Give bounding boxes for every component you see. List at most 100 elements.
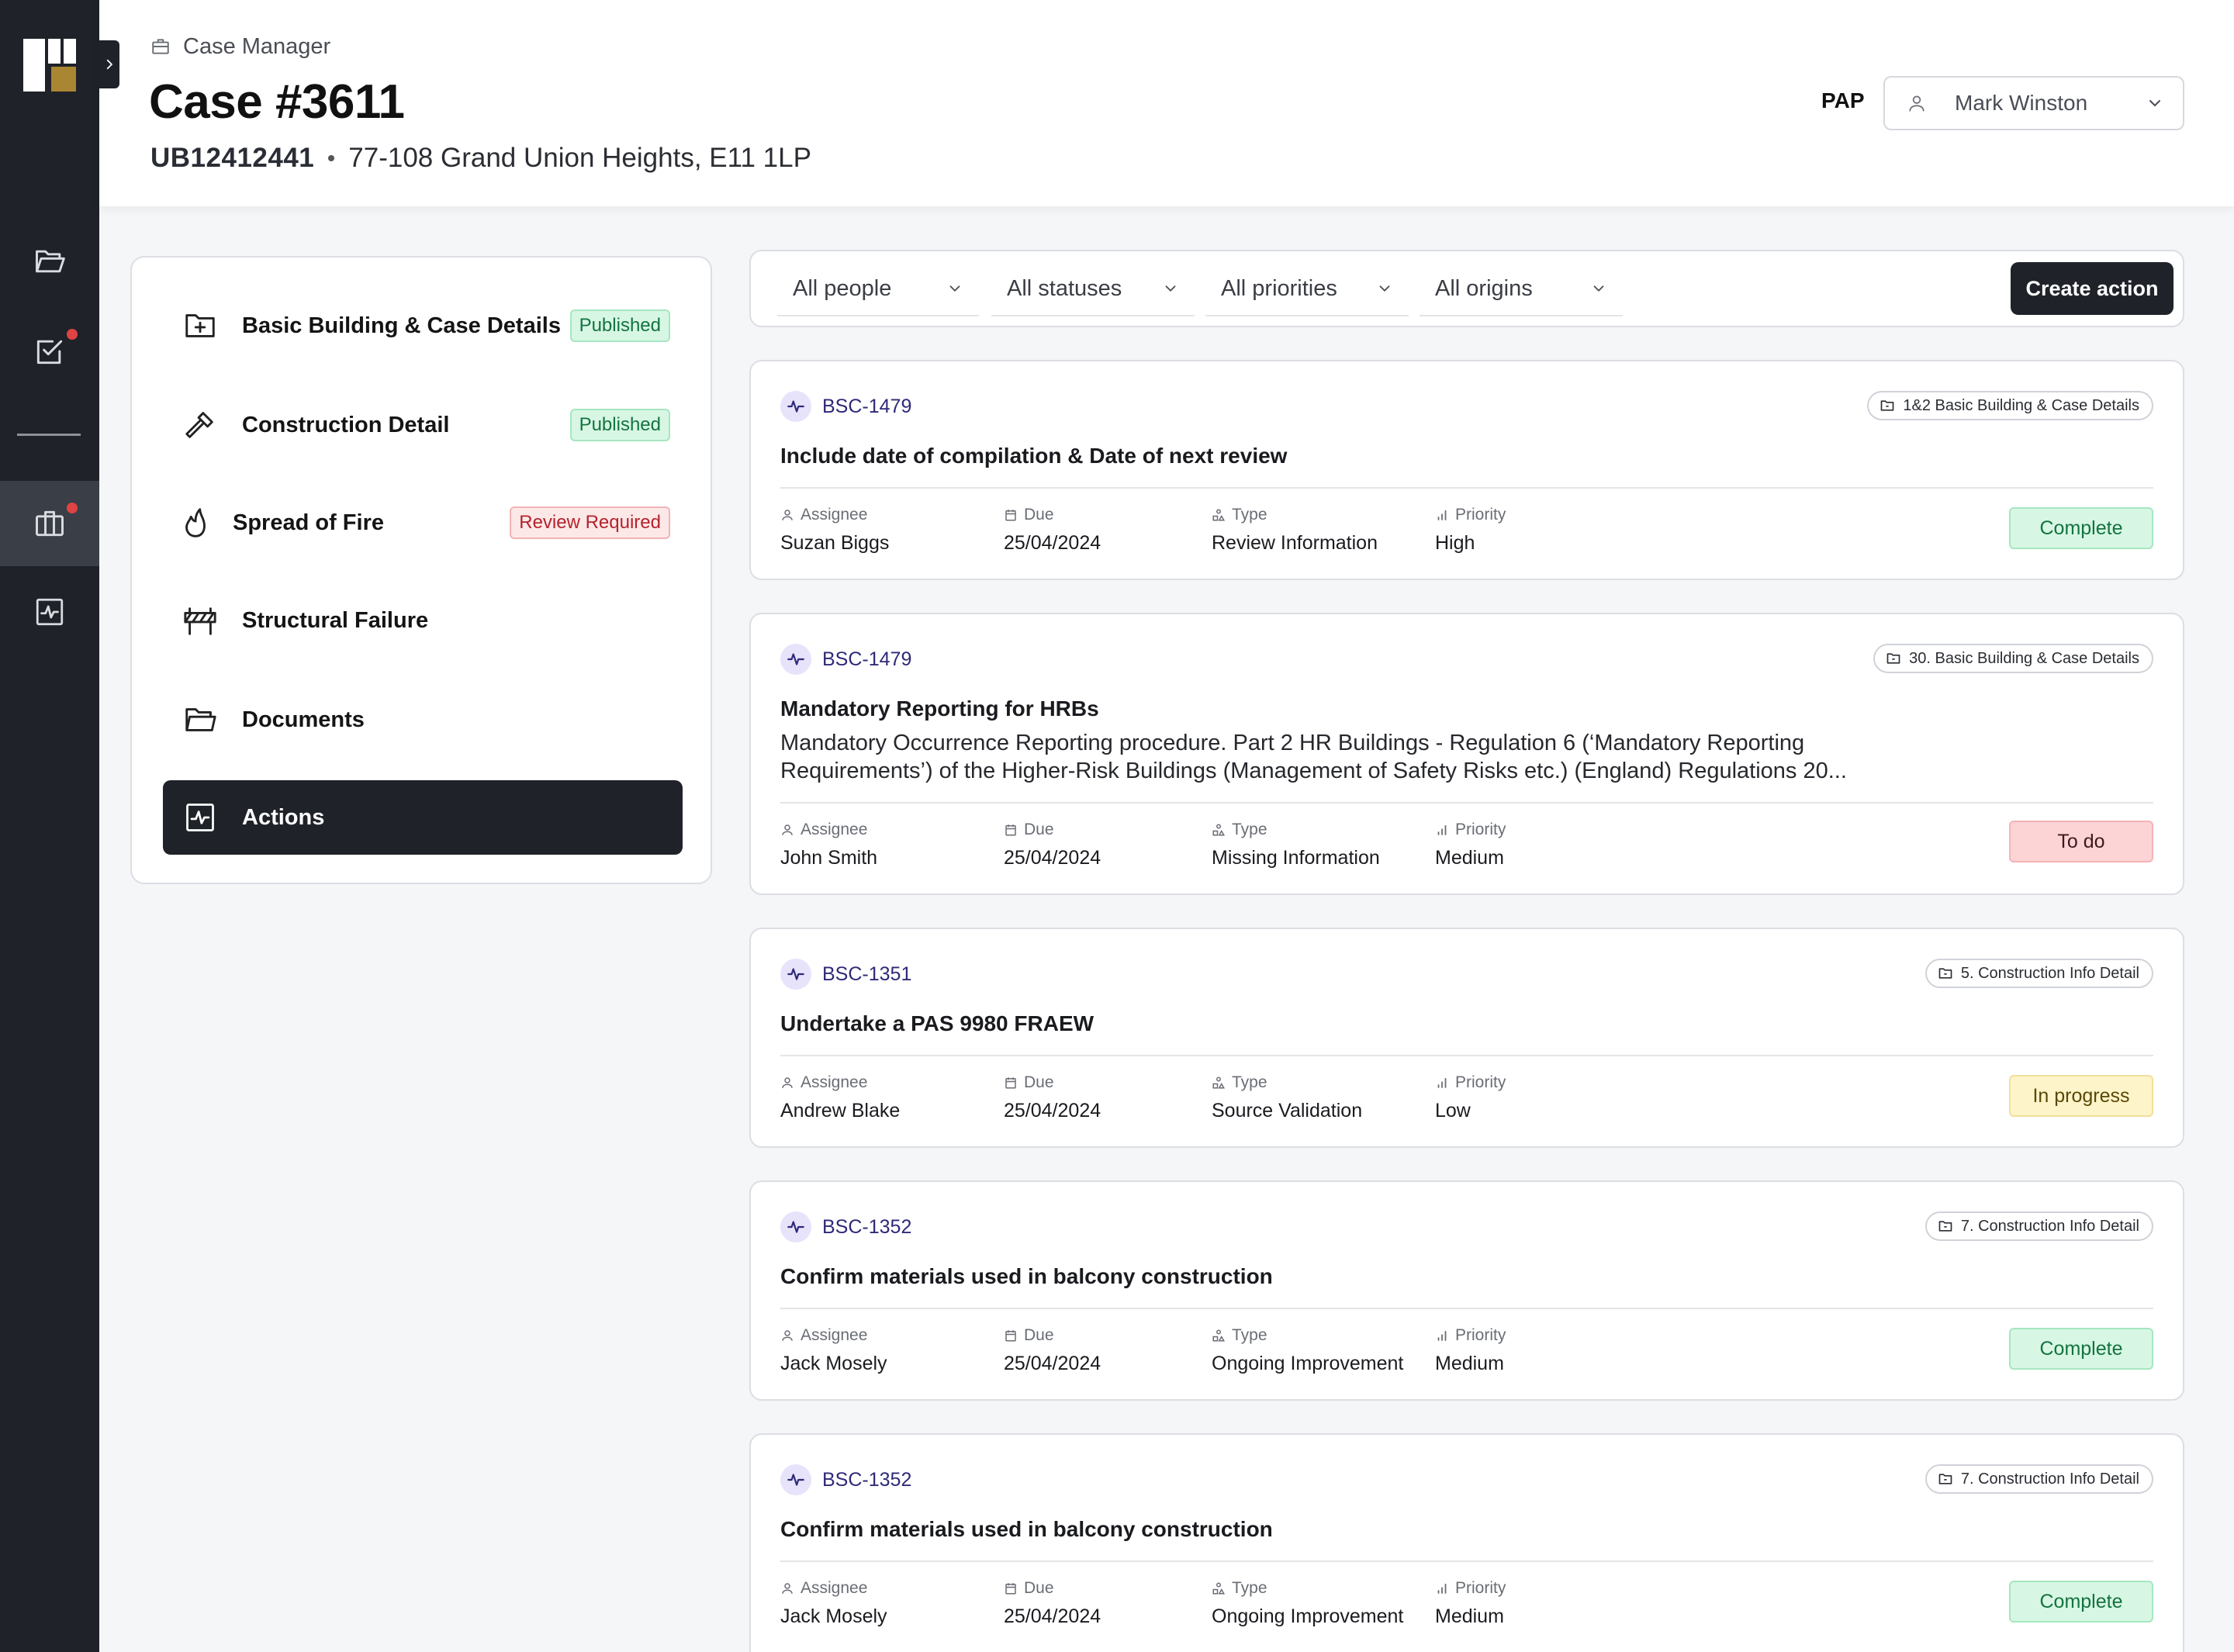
priority-field: Priority High (1435, 506, 1506, 555)
signal-bars-icon (1435, 823, 1449, 837)
type-value: Source Validation (1212, 1100, 1363, 1121)
due-label: Due (1024, 506, 1054, 524)
assignee-field: Assignee Jack Mosely (780, 1326, 887, 1375)
priority-field: Priority Medium (1435, 1579, 1506, 1628)
status-button[interactable]: Complete (2009, 1581, 2153, 1623)
action-card[interactable]: BSC-1479 1&2 Basic Building & Case Detai… (749, 360, 2184, 580)
assignee-label: Assignee (801, 506, 868, 524)
section-label: Actions (242, 804, 325, 830)
user-icon (780, 1581, 794, 1595)
origin-tag[interactable]: 7. Construction Info Detail (1924, 1211, 2153, 1241)
priority-value: High (1435, 532, 1475, 554)
rail-case-manager-button[interactable] (0, 481, 99, 566)
activity-icon (780, 959, 811, 990)
priority-label: Priority (1455, 1579, 1506, 1597)
priority-field: Priority Medium (1435, 821, 1506, 869)
status-badge: Published (569, 409, 670, 441)
action-card[interactable]: BSC-1352 7. Construction Info Detail Con… (749, 1433, 2184, 1652)
assignee-label: Assignee (801, 1326, 868, 1344)
filter-people-value: All people (793, 275, 892, 301)
due-field: Due 25/04/2024 (1004, 506, 1101, 555)
priority-value: Low (1435, 1100, 1471, 1121)
case-address: 77-108 Grand Union Heights, E11 1LP (348, 143, 811, 173)
pap-select[interactable]: Mark Winston (1883, 76, 2184, 130)
action-id[interactable]: BSC-1352 (780, 1211, 911, 1242)
section-structural-failure[interactable]: Structural Failure (163, 583, 683, 658)
activity-icon (780, 391, 811, 422)
filter-statuses[interactable]: All statuses (991, 262, 1195, 316)
action-id[interactable]: BSC-1479 (780, 391, 911, 422)
status-button[interactable]: Complete (2009, 1328, 2153, 1370)
status-button[interactable]: To do (2009, 821, 2153, 862)
signal-bars-icon (1435, 1076, 1449, 1090)
priority-field: Priority Medium (1435, 1326, 1506, 1375)
shapes-icon (1212, 1329, 1226, 1343)
priority-field: Priority Low (1435, 1073, 1506, 1122)
rail-collapse-toggle[interactable] (99, 40, 119, 88)
filter-people[interactable]: All people (777, 262, 979, 316)
page-header: Case Manager Case #3611 UB12412441 77-10… (99, 0, 2234, 206)
due-value: 25/04/2024 (1004, 1605, 1101, 1627)
action-card[interactable]: BSC-1352 7. Construction Info Detail Con… (749, 1180, 2184, 1401)
action-title: Confirm materials used in balcony constr… (780, 1264, 1273, 1288)
user-icon (780, 1076, 794, 1090)
priority-value: Medium (1435, 847, 1504, 869)
section-documents[interactable]: Documents (163, 683, 683, 757)
rail-tasks-button[interactable] (0, 309, 99, 394)
due-value: 25/04/2024 (1004, 532, 1101, 554)
separator-dot (328, 155, 335, 161)
status-button[interactable]: Complete (2009, 507, 2153, 549)
user-icon (780, 823, 794, 837)
folder-icon (182, 701, 219, 738)
action-title: Include date of compilation & Date of ne… (780, 444, 1288, 468)
type-label: Type (1232, 1073, 1267, 1091)
action-id[interactable]: BSC-1352 (780, 1464, 911, 1495)
checkbox-icon (33, 334, 67, 368)
folder-icon (1938, 1218, 1953, 1234)
due-label: Due (1024, 1579, 1054, 1597)
case-subtitle: UB12412441 77-108 Grand Union Heights, E… (150, 143, 811, 174)
filter-priorities[interactable]: All priorities (1205, 262, 1409, 316)
app-logo[interactable] (23, 39, 76, 92)
notification-dot (67, 329, 78, 340)
rail-cases-button[interactable] (0, 219, 99, 304)
status-badge: Review Required (510, 506, 670, 539)
assignee-field: Assignee Jack Mosely (780, 1579, 887, 1628)
rail-activity-button[interactable] (0, 569, 99, 655)
section-spread-of-fire[interactable]: Spread of Fire Review Required (163, 486, 683, 560)
origin-tag[interactable]: 5. Construction Info Detail (1924, 959, 2153, 988)
folder-plus-icon (182, 307, 219, 344)
filter-origins[interactable]: All origins (1420, 262, 1623, 316)
action-card[interactable]: BSC-1479 30. Basic Building & Case Detai… (749, 613, 2184, 895)
origin-tag[interactable]: 1&2 Basic Building & Case Details (1867, 391, 2153, 420)
section-basic-building[interactable]: Basic Building & Case Details Published (163, 289, 683, 363)
action-description: Mandatory Occurrence Reporting procedure… (780, 731, 1847, 783)
activity-icon (33, 596, 66, 628)
priority-label: Priority (1455, 821, 1506, 838)
shapes-icon (1212, 823, 1226, 837)
origin-tag[interactable]: 7. Construction Info Detail (1924, 1464, 2153, 1494)
origin-tag[interactable]: 30. Basic Building & Case Details (1873, 644, 2153, 673)
section-actions[interactable]: Actions (163, 780, 683, 855)
action-title: Confirm materials used in balcony constr… (780, 1517, 1273, 1541)
origin-tag-label: 5. Construction Info Detail (1960, 964, 2139, 982)
shapes-icon (1212, 1581, 1226, 1595)
signal-bars-icon (1435, 1329, 1449, 1343)
chevron-down-icon (1162, 280, 1179, 297)
due-field: Due 25/04/2024 (1004, 821, 1101, 869)
create-action-button[interactable]: Create action (2011, 262, 2173, 315)
type-value: Ongoing Improvement (1212, 1353, 1404, 1374)
section-label: Spread of Fire (233, 510, 384, 535)
status-button[interactable]: In progress (2009, 1075, 2153, 1117)
section-construction-detail[interactable]: Construction Detail Published (163, 388, 683, 462)
type-value: Review Information (1212, 532, 1378, 554)
action-card[interactable]: BSC-1351 5. Construction Info Detail Und… (749, 928, 2184, 1148)
assignee-value: Suzan Biggs (780, 532, 890, 554)
breadcrumb[interactable]: Case Manager (150, 31, 330, 62)
action-title: Mandatory Reporting for HRBs (780, 696, 1099, 721)
action-id[interactable]: BSC-1479 (780, 644, 911, 675)
action-id-label: BSC-1479 (822, 648, 912, 670)
action-id[interactable]: BSC-1351 (780, 959, 911, 990)
user-icon (1907, 93, 1927, 113)
calendar-icon (1004, 1329, 1018, 1343)
